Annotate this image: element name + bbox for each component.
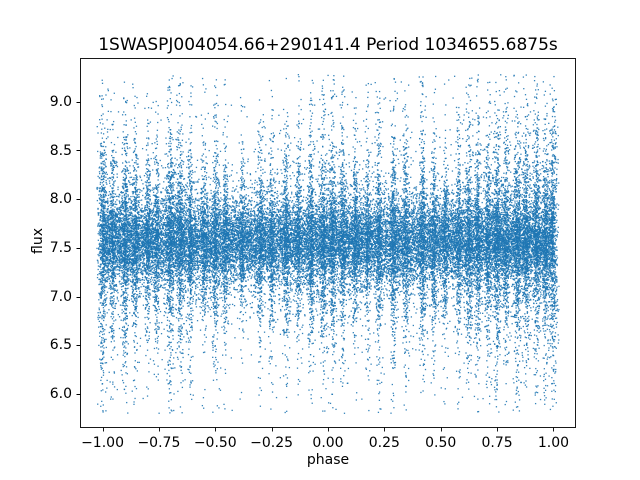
- x-tick-label: −0.75: [137, 435, 181, 451]
- y-tick-label: 6.5: [49, 337, 72, 354]
- x-tick-label: 0.75: [481, 435, 513, 451]
- x-axis-label: phase: [306, 452, 350, 468]
- x-tick-label: 0.25: [368, 435, 400, 451]
- y-tick-label: 7.5: [49, 239, 72, 256]
- y-tick-label: 8.0: [49, 191, 72, 208]
- y-tick-label: 6.0: [49, 385, 72, 402]
- x-tick-label: −0.25: [250, 435, 294, 451]
- x-tick-label: 0.50: [425, 435, 457, 451]
- y-tick-label: 7.0: [49, 288, 72, 305]
- chart-title: 1SWASPJ004054.66+290141.4 Period 1034655…: [98, 35, 558, 55]
- x-tick-label: −0.50: [193, 435, 237, 451]
- x-tick-label: −1.00: [81, 435, 124, 451]
- x-tick-label: 0.00: [312, 435, 344, 451]
- y-tick-label: 9.0: [49, 93, 72, 110]
- x-tick-label: 1.00: [537, 435, 570, 451]
- y-tick-label: 8.5: [49, 142, 72, 159]
